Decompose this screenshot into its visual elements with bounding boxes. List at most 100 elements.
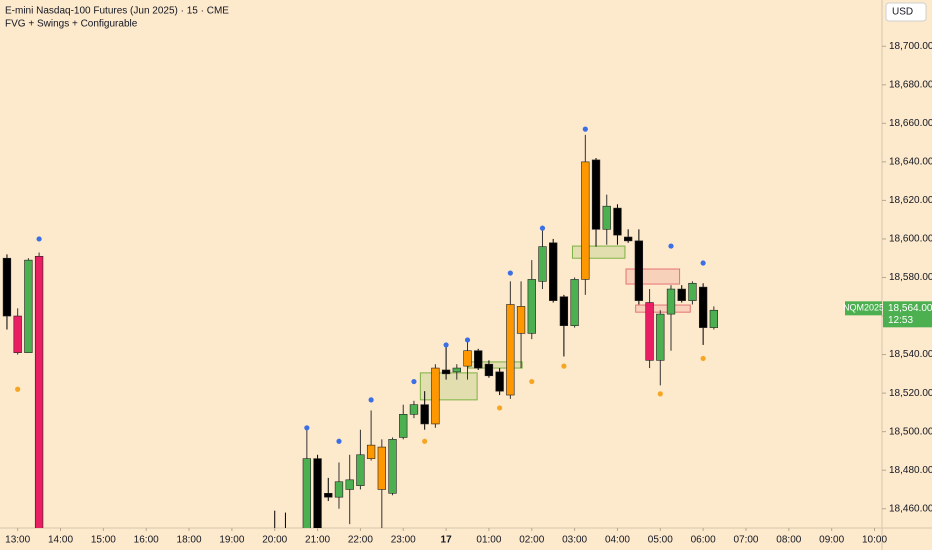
x-tick-label: 16:00 [134,535,159,546]
plot-area [2,126,719,528]
swing-high-dot [668,243,674,249]
x-tick-label: 08:00 [776,535,801,546]
y-tick-label: 18,580.00 [889,272,932,283]
y-tick-label: 18,480.00 [889,465,932,476]
x-tick-label: 14:00 [48,535,73,546]
swing-low-dot [561,363,567,369]
candle-body [431,367,440,425]
y-tick-label: 18,600.00 [889,234,932,245]
x-tick-label: 22:00 [348,535,373,546]
symbol-label-box [845,301,882,316]
candle-body [334,481,344,498]
swing-low-dot [529,378,535,385]
candle-body [409,404,419,415]
y-tick-label: 18,620.00 [889,195,932,206]
candle-body [356,454,365,486]
bullish-gap-zone [571,245,626,259]
symbol-label: NQM2025 [843,303,884,313]
bullish-gap-zone [419,372,478,401]
candle-body [688,282,697,301]
candle-body [698,286,708,328]
swing-high-dot [464,337,471,343]
x-tick-label: 04:00 [605,535,630,546]
candle-body [634,240,644,301]
x-tick-label: 18:00 [177,535,202,546]
candle-body [677,288,686,301]
swing-high-dot [582,126,588,132]
candle-body [484,363,494,377]
candle-body [324,493,333,498]
candle-body [656,313,665,361]
swing-high-dot [700,260,706,266]
candle-body [570,279,579,326]
x-tick-label: 07:00 [733,535,758,546]
x-tick-label: 23:00 [391,535,416,546]
candle-body [709,309,719,328]
x-tick-label: 01:00 [476,535,501,546]
swing-high-dot [36,236,42,242]
candle-body [474,350,483,369]
candle-body [495,371,504,392]
candle-body [441,369,451,375]
candle-body [313,458,322,528]
y-tick-label: 18,520.00 [889,388,932,399]
candle-body [624,236,633,242]
y-tick-label: 18,540.00 [889,349,932,360]
swing-low-dot [700,355,706,362]
currency-label[interactable]: USD [892,7,913,18]
swing-low-dot [657,391,663,397]
candle-body [452,367,461,373]
y-tick-label: 18,640.00 [889,157,932,168]
candle-body [559,296,569,326]
candle-body [377,446,386,490]
swing-high-dot [304,425,310,431]
countdown-label: 12:53 [888,315,913,326]
currency-box[interactable] [885,2,927,22]
swing-high-dot [336,438,342,444]
y-tick-label: 18,500.00 [889,426,932,437]
candle-body [399,414,408,438]
x-tick-label: 05:00 [648,535,673,546]
x-tick-label: 13:00 [5,535,30,546]
candle-body [613,207,622,236]
candle-body [13,315,22,353]
last-price-box [883,301,932,328]
swing-high-dot [507,270,513,276]
candle-body [388,439,397,494]
x-tick-label: 20:00 [262,535,287,546]
x-tick-label: 10:00 [862,535,887,546]
swing-low-dot [15,386,21,392]
candle-body [549,242,558,301]
x-tick-label: 15:00 [91,535,116,546]
x-tick-label: 21:00 [305,535,330,546]
y-tick-label: 18,680.00 [889,79,932,90]
candle-body [2,257,12,317]
bearish-gap-zone [625,268,681,285]
x-tick-label: 19:00 [219,535,244,546]
x-tick-label: 09:00 [819,535,844,546]
y-tick-label: 18,460.00 [889,503,932,514]
candle-body [34,255,44,528]
swing-high-dot [443,342,449,348]
candle-body [666,288,676,315]
candle-body [538,246,547,282]
x-tick-label: 17 [441,535,453,546]
candle-body [463,350,472,367]
indicator-title: FVG + Swings + Configurable [5,19,138,30]
candle-body [302,458,312,528]
x-tick-label: 03:00 [562,535,587,546]
x-tick-label: 02:00 [519,535,544,546]
candle-body [345,479,354,490]
y-tick-label: 18,700.00 [889,41,932,52]
swing-high-dot [539,225,546,231]
candle-body [581,161,590,280]
swing-low-dot [497,405,503,411]
candle-body [516,306,526,334]
bearish-gap-zone [635,304,691,313]
swing-high-dot [368,397,374,403]
chart-title: E-mini Nasdaq-100 Futures (Jun 2025) · 1… [5,6,229,17]
candle-body [602,205,611,230]
swing-low-dot [422,438,428,444]
